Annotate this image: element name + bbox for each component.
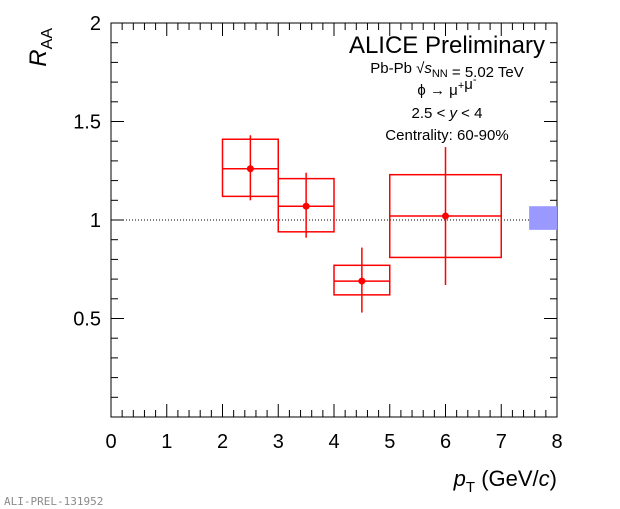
x-tick-label: 1 (161, 431, 172, 453)
data-point (302, 202, 310, 210)
x-tick-label: 6 (440, 431, 451, 453)
x-tick-label: 7 (496, 431, 507, 453)
x-tick-label: 3 (273, 431, 284, 453)
footer-id: ALI-PREL-131952 (4, 495, 103, 508)
annotation-line: Pb-Pb √sNN = 5.02 TeV (370, 60, 524, 81)
global-uncertainty-box (529, 206, 557, 230)
chart-title: ALICE Preliminary (349, 32, 545, 59)
x-tick-label: 4 (328, 431, 339, 453)
data-point (246, 165, 254, 173)
x-tick-label: 5 (384, 431, 395, 453)
data-point (358, 277, 366, 285)
x-tick-label: 0 (105, 431, 116, 453)
x-tick-label: 2 (217, 431, 228, 453)
y-tick-label: 2 (90, 13, 101, 35)
annotation-line: ϕ → μ+μ- (417, 74, 476, 99)
x-axis-title: pT (GeV/c) (453, 466, 557, 496)
annotation-line: 2.5 < y < 4 (412, 105, 483, 122)
y-tick-label: 0.5 (73, 309, 101, 331)
y-axis-title: RAA (25, 28, 56, 67)
y-tick-label: 1.5 (73, 112, 101, 134)
y-tick-label: 1 (90, 210, 101, 232)
data-point (442, 212, 449, 220)
x-tick-label: 8 (551, 431, 562, 453)
annotation-line: Centrality: 60-90% (385, 127, 508, 144)
